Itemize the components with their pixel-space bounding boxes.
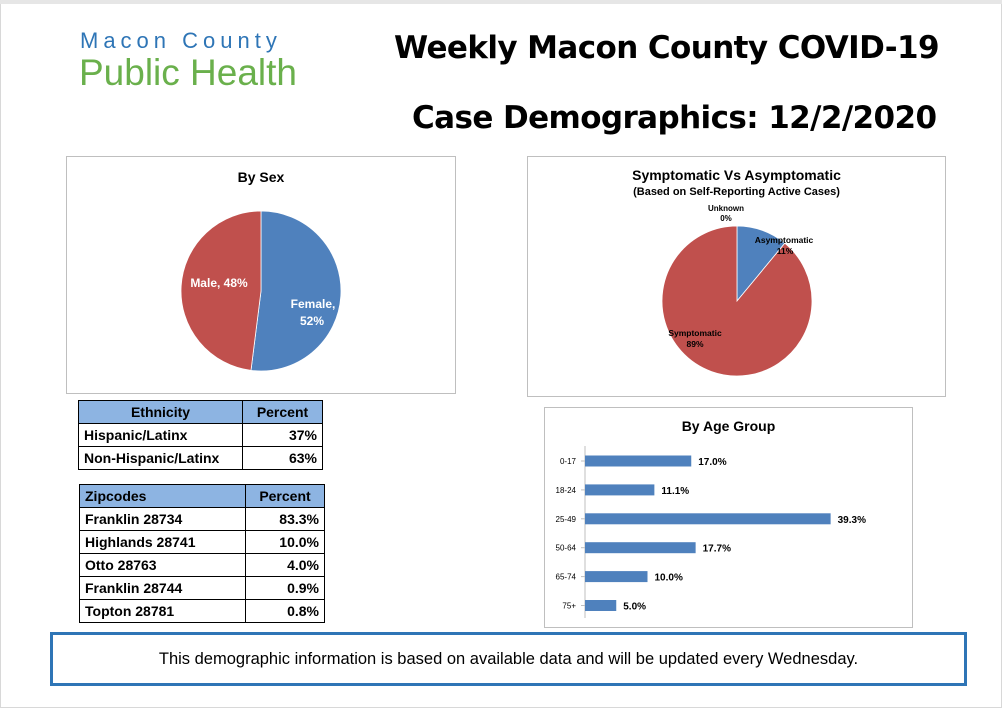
ethnicity-header-row: Ethnicity Percent — [78, 400, 323, 424]
age-chart-panel: By Age Group 0-17 17.0% 18-24 11.1% 25-49 39.… — [544, 407, 913, 628]
sex-slice-label: Male, 48% — [190, 276, 248, 290]
zipcode-percent: 0.9% — [245, 576, 325, 600]
age-bar-chart: 0-17 17.0% 18-24 11.1% 25-49 39.3% 50-64 17.7% 6… — [556, 446, 866, 618]
zipcode-table: Zipcodes Percent Franklin 28734 83.3% Hi… — [79, 484, 325, 623]
table-row: Topton 28781 0.8% — [79, 599, 325, 623]
age-bar — [585, 455, 692, 467]
symptom-chart-subtitle: (Based on Self-Reporting Active Cases) — [633, 186, 840, 198]
footer-notice: This demographic information is based on… — [50, 632, 967, 686]
age-category-label: 75+ — [562, 602, 576, 611]
zipcode-name: Otto 28763 — [79, 553, 246, 577]
table-row: Hispanic/Latinx 37% — [78, 423, 323, 447]
age-category-label: 65-74 — [556, 573, 577, 582]
table-row: Franklin 28734 83.3% — [79, 507, 325, 531]
age-value-label: 5.0% — [623, 602, 646, 613]
page-title-line2: Case Demographics: 12/2/2020 — [412, 100, 937, 136]
age-value-label: 17.7% — [703, 544, 731, 555]
zipcode-header: Zipcodes — [79, 484, 246, 508]
age-bar — [585, 542, 696, 554]
table-row: Otto 28763 4.0% — [79, 553, 325, 577]
symptom-slice-label: Asymptomatic — [755, 235, 814, 245]
ethnicity-name: Non-Hispanic/Latinx — [78, 446, 243, 470]
age-chart-title: By Age Group — [681, 418, 776, 434]
page-title-line1: Weekly Macon County COVID-19 — [394, 30, 940, 66]
logo-health-text: Public Health — [79, 52, 298, 93]
symptom-chart-panel: Symptomatic Vs Asymptomatic (Based on Se… — [527, 156, 946, 397]
age-category-label: 25-49 — [556, 515, 577, 524]
age-bar — [585, 513, 831, 525]
zipcode-percent: 10.0% — [245, 530, 325, 554]
page-top-edge — [0, 0, 1002, 4]
ethnicity-percent: 37% — [242, 423, 323, 447]
symptom-slice-label: Symptomatic — [668, 328, 722, 338]
age-bar — [585, 571, 648, 583]
table-row: Highlands 28741 10.0% — [79, 530, 325, 554]
table-row: Franklin 28744 0.9% — [79, 576, 325, 600]
ethnicity-name: Hispanic/Latinx — [78, 423, 243, 447]
symptom-slice-label: Unknown — [708, 204, 744, 213]
zipcode-name: Franklin 28744 — [79, 576, 246, 600]
ethnicity-percent-header: Percent — [242, 400, 323, 424]
age-value-label: 11.1% — [661, 486, 689, 497]
symptom-slice-value: 0% — [720, 214, 732, 223]
sex-slice-label: Female, — [291, 297, 336, 311]
pie-slice-1 — [661, 225, 813, 377]
age-category-label: 18-24 — [556, 486, 577, 495]
ethnicity-table: Ethnicity Percent Hispanic/Latinx 37% No… — [78, 400, 323, 470]
table-row: Non-Hispanic/Latinx 63% — [78, 446, 323, 470]
zipcode-name: Highlands 28741 — [79, 530, 246, 554]
ethnicity-header: Ethnicity — [78, 400, 243, 424]
age-bar — [585, 484, 655, 496]
age-category-label: 0-17 — [560, 457, 577, 466]
zipcode-percent-header: Percent — [245, 484, 325, 508]
age-value-label: 17.0% — [698, 457, 726, 468]
symptom-slice-value: 11% — [777, 246, 794, 256]
logo-county-text: Macon County — [80, 28, 282, 53]
zipcode-name: Franklin 28734 — [79, 507, 246, 531]
symptom-slice-value: 89% — [686, 339, 703, 349]
age-value-label: 10.0% — [655, 573, 683, 584]
pie-slice-0 — [250, 210, 342, 372]
age-value-label: 39.3% — [838, 515, 866, 526]
symptom-chart-title: Symptomatic Vs Asymptomatic — [632, 167, 841, 183]
zipcode-name: Topton 28781 — [79, 599, 246, 623]
zipcode-header-row: Zipcodes Percent — [79, 484, 325, 508]
sex-chart-title: By Sex — [237, 169, 285, 185]
footer-text: This demographic information is based on… — [158, 649, 859, 668]
ethnicity-percent: 63% — [242, 446, 323, 470]
zipcode-percent: 83.3% — [245, 507, 325, 531]
zipcode-percent: 4.0% — [245, 553, 325, 577]
pie-slice-1 — [180, 210, 262, 371]
sex-pie-chart: Female, 52% Male, 48% — [180, 210, 342, 372]
age-bar — [585, 600, 617, 611]
zipcode-percent: 0.8% — [245, 599, 325, 623]
sex-chart-panel: By Sex Female, 52% Male, 48% — [66, 156, 456, 394]
age-category-label: 50-64 — [556, 544, 577, 553]
sex-slice-value: 52% — [300, 314, 324, 328]
